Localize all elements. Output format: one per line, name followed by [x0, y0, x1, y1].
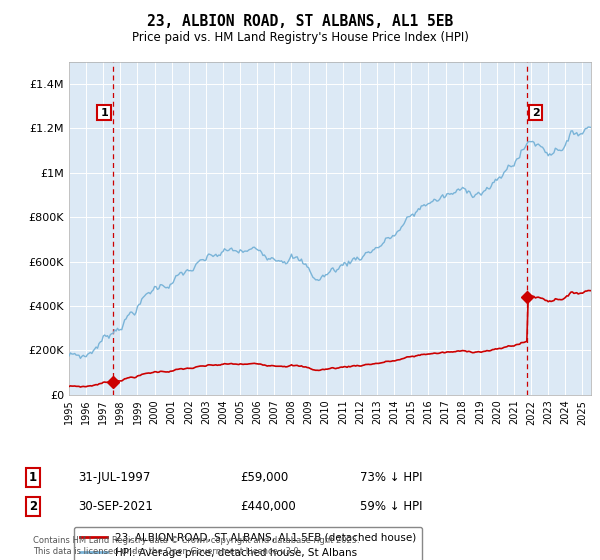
Text: £440,000: £440,000 [240, 500, 296, 514]
Text: Price paid vs. HM Land Registry's House Price Index (HPI): Price paid vs. HM Land Registry's House … [131, 31, 469, 44]
Text: 1: 1 [29, 470, 37, 484]
Legend: 23, ALBION ROAD, ST ALBANS, AL1 5EB (detached house), HPI: Average price, detach: 23, ALBION ROAD, ST ALBANS, AL1 5EB (det… [74, 526, 422, 560]
Text: Contains HM Land Registry data © Crown copyright and database right 2025.
This d: Contains HM Land Registry data © Crown c… [33, 536, 359, 556]
Text: 73% ↓ HPI: 73% ↓ HPI [360, 470, 422, 484]
Text: 2: 2 [29, 500, 37, 514]
Text: 59% ↓ HPI: 59% ↓ HPI [360, 500, 422, 514]
Text: 30-SEP-2021: 30-SEP-2021 [78, 500, 153, 514]
Text: 23, ALBION ROAD, ST ALBANS, AL1 5EB: 23, ALBION ROAD, ST ALBANS, AL1 5EB [147, 14, 453, 29]
Text: £59,000: £59,000 [240, 470, 288, 484]
Text: 1: 1 [100, 108, 108, 118]
Text: 2: 2 [532, 108, 540, 118]
Text: 31-JUL-1997: 31-JUL-1997 [78, 470, 151, 484]
